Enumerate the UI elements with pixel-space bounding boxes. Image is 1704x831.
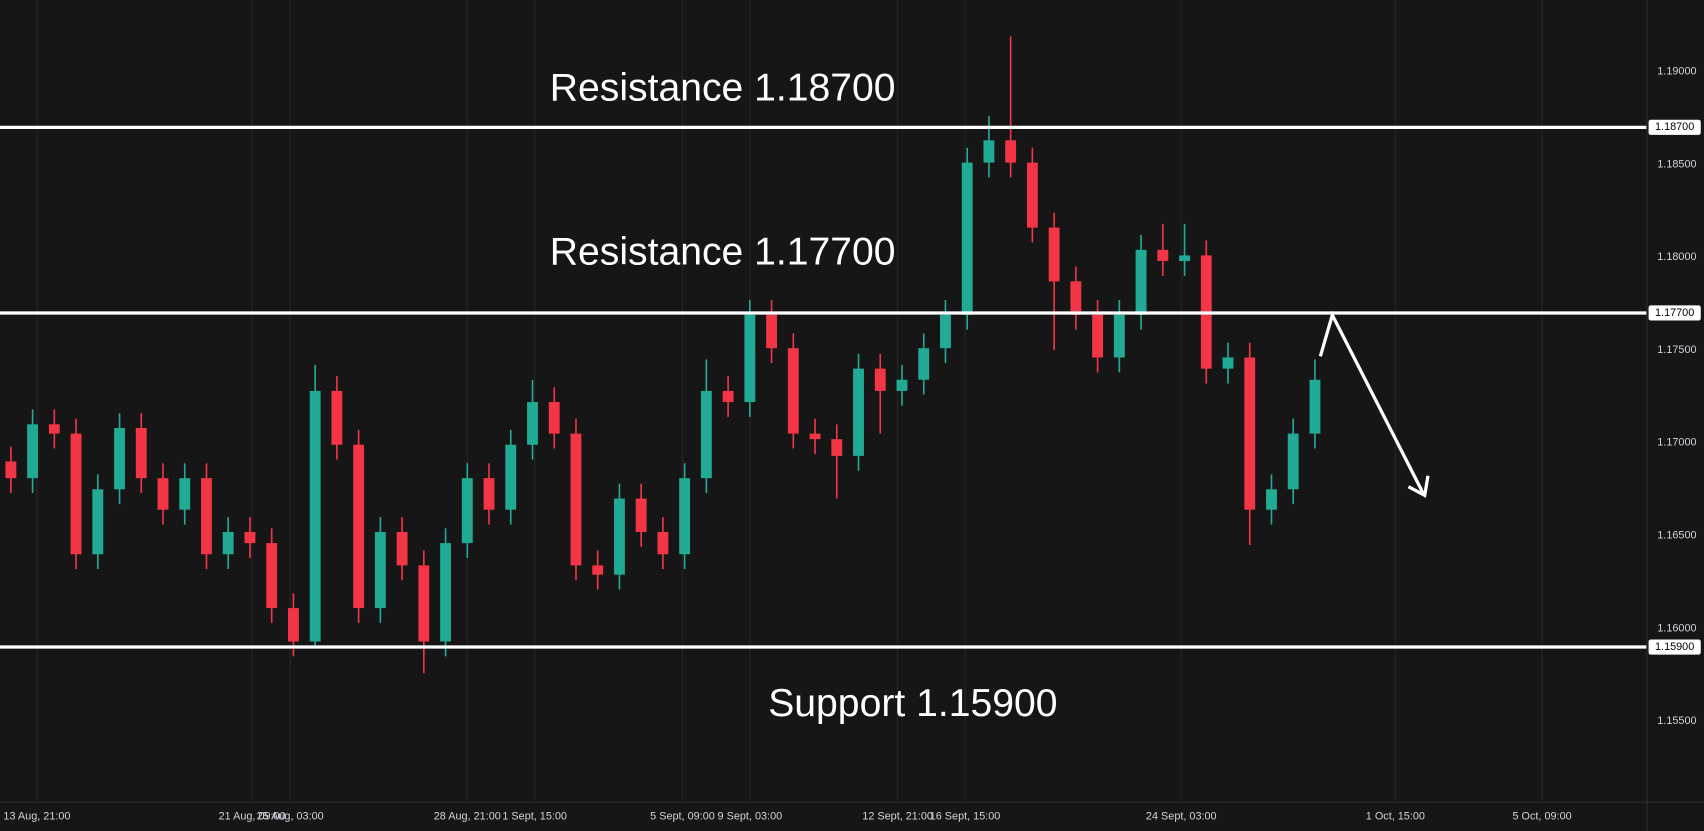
candle-body: [1266, 489, 1277, 510]
y-tick-label: 1.18000: [1657, 251, 1696, 263]
candle-body: [418, 565, 430, 642]
y-tick-label: 1.17500: [1657, 344, 1696, 356]
axes: 1.19000 1.18500 1.18000 1.17500 1.17000 1.165…: [3, 66, 1696, 823]
candles: [5, 36, 1321, 674]
x-tick-label: 5 Sept, 09:00: [650, 811, 715, 823]
candle-body: [592, 565, 604, 575]
x-tick-label: 5 Oct, 09:00: [1512, 811, 1571, 823]
y-tick-label: 1.15500: [1657, 715, 1696, 727]
y-tick-label: 1.18500: [1657, 158, 1696, 170]
candle-body: [374, 531, 386, 609]
candle-body: [1005, 140, 1017, 163]
candle-body: [635, 498, 647, 532]
candle-body: [461, 478, 473, 544]
candle-body: [983, 140, 995, 163]
candle-body: [135, 428, 147, 479]
candle-body: [179, 478, 191, 510]
x-tick-label: 16 Sept, 15:00: [930, 811, 1001, 823]
candle-body: [505, 444, 517, 510]
candle-body: [679, 478, 691, 555]
candle-body: [1309, 379, 1321, 434]
candle-body: [222, 531, 234, 555]
candle-body: [744, 314, 756, 403]
candle-body: [831, 439, 843, 456]
candle-body: [614, 498, 625, 575]
candle-body: [157, 478, 169, 510]
y-tick-label: 1.16500: [1657, 530, 1696, 542]
candle-body: [1222, 357, 1234, 369]
candle-body: [918, 348, 930, 380]
candle-body: [896, 379, 908, 391]
candle-body: [440, 543, 451, 642]
candle-body: [244, 531, 256, 544]
candle-body: [331, 390, 343, 445]
grid: [36, 0, 1543, 802]
x-tick-label: 12 Sept, 21:00: [862, 811, 933, 823]
candle-body: [722, 390, 734, 403]
x-tick-label: 24 Sept, 03:00: [1146, 811, 1217, 823]
candle-body: [1157, 249, 1169, 261]
candle-body: [961, 162, 973, 315]
candle-body: [483, 478, 495, 510]
levels: 1.18700 Resistance 1.18700 1.17700 Resistan…: [0, 67, 1701, 725]
candle-body: [766, 314, 778, 349]
x-tick-label: 1 Sept, 15:00: [502, 811, 567, 823]
candle-body: [309, 390, 321, 642]
candle-body: [853, 368, 864, 456]
candle-body: [1244, 357, 1256, 510]
candle-body: [570, 433, 582, 566]
candle-body: [27, 424, 39, 479]
level-price-label: 1.15900: [1655, 641, 1694, 653]
candle-body: [657, 531, 669, 555]
candle-body: [874, 368, 886, 391]
candle-body: [1179, 255, 1190, 261]
candle-body: [114, 428, 125, 490]
x-tick-label: 9 Sept, 03:00: [718, 811, 783, 823]
candle-body: [527, 402, 538, 445]
candle-body: [48, 424, 60, 434]
x-tick-label: 28 Aug, 21:00: [434, 811, 501, 823]
candle-body: [287, 608, 299, 642]
candle-body: [548, 402, 560, 434]
x-tick-label: 13 Aug, 21:00: [3, 811, 70, 823]
x-tick-label: 25 Aug, 03:00: [257, 811, 324, 823]
level-price-label: 1.18700: [1655, 121, 1694, 133]
level-price-box: [1648, 119, 1701, 135]
candle-body: [396, 531, 408, 566]
level-price-box: [1648, 639, 1701, 655]
candle-body: [787, 348, 799, 434]
y-tick-label: 1.19000: [1657, 66, 1696, 78]
candle-body: [70, 433, 82, 555]
x-tick-label: 21 Aug, 09:00: [219, 811, 286, 823]
candle-body: [1026, 162, 1038, 228]
x-tick-label: 1 Oct, 15:00: [1366, 811, 1425, 823]
level-price-label: 1.17700: [1655, 307, 1694, 319]
y-tick-label: 1.16000: [1657, 622, 1696, 634]
level-annotation: Resistance 1.17700: [550, 231, 896, 274]
candle-body: [700, 390, 712, 479]
level-price-box: [1648, 305, 1701, 321]
candle-body: [1135, 249, 1147, 315]
candle-body: [1092, 314, 1104, 358]
level-annotation: Resistance 1.18700: [550, 67, 896, 110]
candle-body: [1048, 227, 1060, 282]
level-annotation: Support 1.15900: [768, 682, 1057, 725]
candle-body: [1113, 314, 1125, 358]
candle-body: [353, 444, 365, 609]
candle-body: [5, 461, 17, 479]
candle-body: [809, 433, 821, 440]
candle-body: [940, 314, 951, 349]
candle-body: [266, 543, 278, 609]
arrow-head: [1407, 475, 1430, 498]
candle-body: [1287, 433, 1299, 490]
y-tick-label: 1.17000: [1657, 437, 1696, 449]
candle-body: [92, 489, 104, 555]
forecast-arrow: [1318, 310, 1426, 495]
candle-body: [1070, 281, 1082, 315]
candle-body: [201, 478, 212, 555]
